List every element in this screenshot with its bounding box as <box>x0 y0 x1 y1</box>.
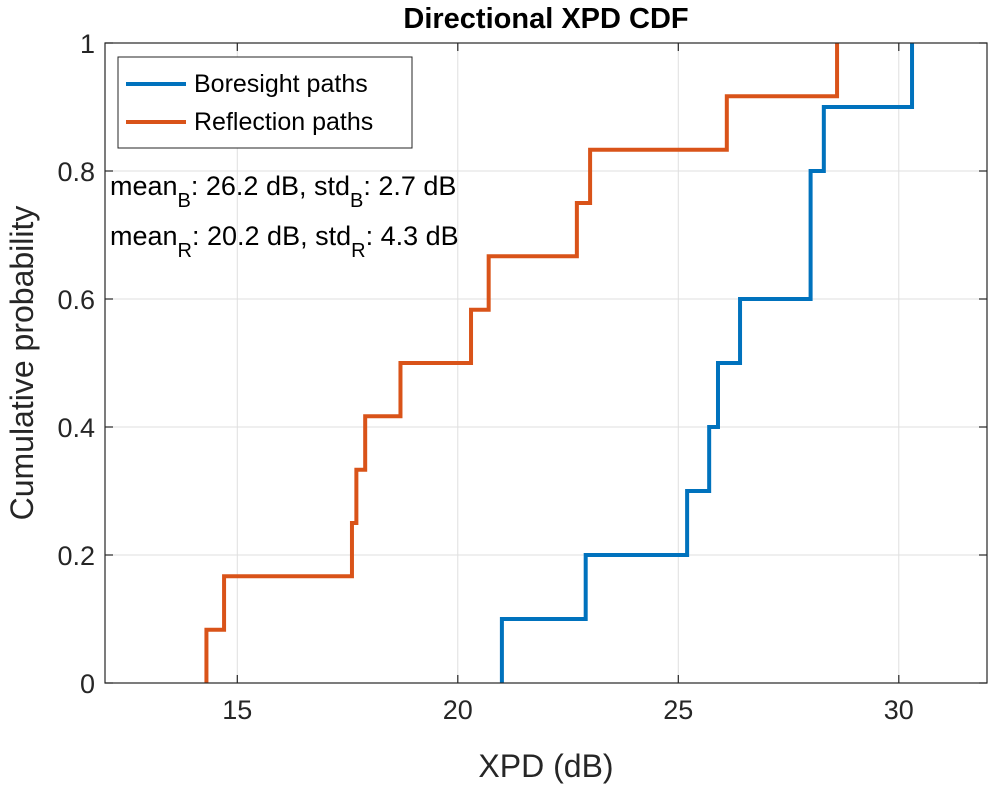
series-line-reflection-paths <box>204 43 840 683</box>
annot-b-suffix: : 2.7 dB <box>363 171 456 201</box>
legend-box <box>117 56 413 149</box>
annot-b-mid: : 26.2 dB, std <box>191 171 350 201</box>
annotation-boresight-stats: meanB: 26.2 dB, stdB: 2.7 dB <box>110 171 456 212</box>
y-tick-label: 0.8 <box>57 157 95 187</box>
y-axis-label: Cumulative probability <box>4 206 40 521</box>
annot-b-sub2: B <box>350 190 363 212</box>
y-tick-label: 1 <box>80 29 95 59</box>
x-axis-label: XPD (dB) <box>478 748 613 784</box>
x-tick-label: 15 <box>222 695 252 725</box>
chart-title: Directional XPD CDF <box>403 3 688 35</box>
legend-label-reflection: Reflection paths <box>194 108 373 136</box>
annot-b-prefix: mean <box>110 171 178 201</box>
series-line-boresight-paths <box>499 43 915 683</box>
y-tick-label: 0 <box>80 669 95 699</box>
legend: Boresight paths Reflection paths <box>117 56 413 149</box>
y-tick-label: 0.6 <box>57 285 95 315</box>
x-tick-label: 30 <box>884 695 914 725</box>
series-layer <box>204 43 915 683</box>
grid-lines <box>105 43 987 683</box>
y-tick-label: 0.2 <box>57 541 95 571</box>
annot-r-suffix: : 4.3 dB <box>366 221 459 251</box>
annot-b-sub1: B <box>178 190 191 212</box>
x-tick-label: 20 <box>443 695 473 725</box>
annot-r-sub1: R <box>178 240 192 262</box>
y-tick-label: 0.4 <box>57 413 95 443</box>
annot-r-prefix: mean <box>110 221 178 251</box>
tick-layer: 15 20 25 30 0 0.2 0.4 0.6 0.8 1 <box>57 29 987 725</box>
annot-r-sub2: R <box>351 240 365 262</box>
annot-r-mid: : 20.2 dB, std <box>192 221 351 251</box>
axes-box <box>104 42 988 684</box>
annotations: meanB: 26.2 dB, stdB: 2.7 dB meanR: 20.2… <box>110 171 459 262</box>
legend-label-boresight: Boresight paths <box>194 70 368 98</box>
x-tick-label: 25 <box>663 695 693 725</box>
annotation-reflection-stats: meanR: 20.2 dB, stdR: 4.3 dB <box>110 221 459 262</box>
